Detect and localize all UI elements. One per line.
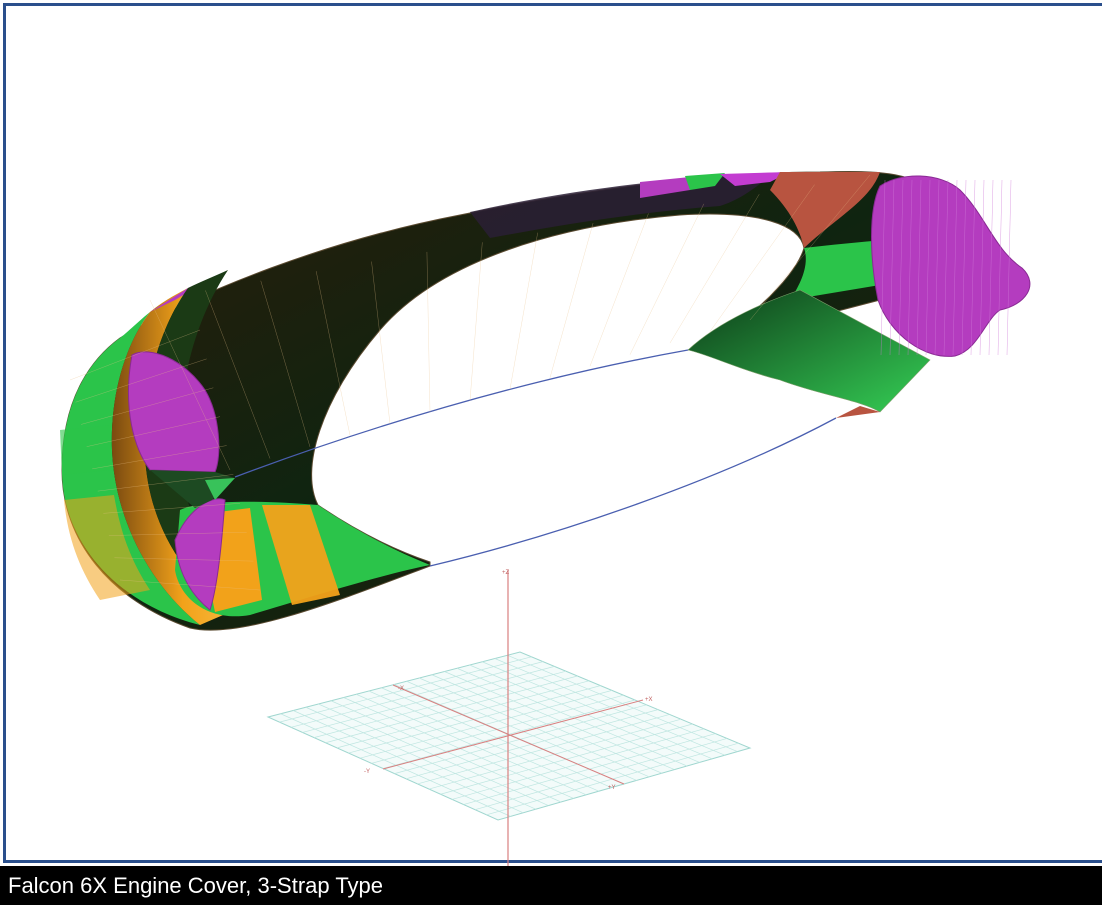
y-neg-label: -Y [364,769,370,775]
figure-caption: Falcon 6X Engine Cover, 3-Strap Type [0,866,1102,905]
right-strap-end [687,289,931,413]
ground-grid: +Z -X +X -Y +Y [266,570,752,866]
mesh-wireframe [69,174,871,591]
engine-cover-render[interactable]: +Z -X +X -Y +Y [0,0,1102,866]
strap-upper [234,349,689,478]
x-neg-label: -X [398,686,404,692]
strap-lower [429,417,837,567]
right-end-cap [871,175,1031,357]
viewport-frame [3,3,1102,863]
brick-panel-top [770,172,880,248]
left-upper-cap [127,351,220,473]
green-panel-right [790,240,885,300]
z-axis-label: +Z [502,570,510,576]
x-pos-label: +X [645,697,653,703]
engine-cover-model[interactable] [60,170,1031,631]
strap-cables [234,349,837,567]
y-pos-label: +Y [608,785,616,791]
y-axis-line [382,699,644,770]
